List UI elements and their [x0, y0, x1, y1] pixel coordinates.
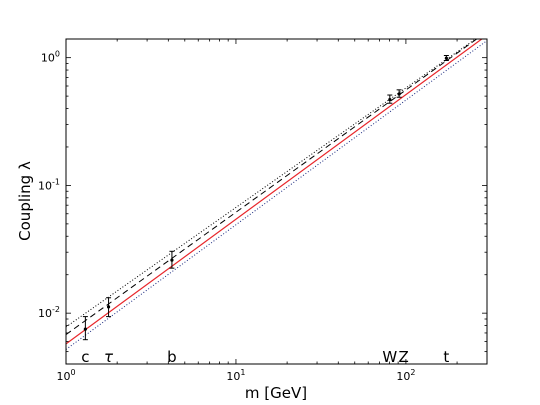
plot-frame — [65, 38, 488, 365]
x-tick-label: 100 — [56, 368, 75, 383]
particle-label-b: b — [167, 348, 177, 366]
data-point-τ — [106, 297, 112, 318]
y-tick-label: 10-2 — [38, 305, 60, 320]
point-marker — [397, 92, 401, 96]
y-tick-label: 10-1 — [38, 177, 60, 192]
data-point-W — [387, 94, 393, 104]
x-tick-label: 102 — [396, 368, 415, 383]
point-marker — [106, 305, 111, 309]
x-axis-label: m [GeV] — [245, 384, 307, 402]
particle-label-t: t — [443, 348, 449, 366]
series-line-dashed-1 — [66, 39, 478, 335]
axis-ticks: 100 101 102 10-2 10-1 100 — [38, 39, 488, 383]
data-point-c — [82, 316, 88, 341]
series-line-dotted-3 — [66, 39, 477, 328]
point-marker — [388, 97, 392, 102]
y-axis-label: Coupling λ — [16, 161, 34, 241]
particle-label-τ: τ — [104, 348, 114, 366]
x-tick-label: 101 — [226, 368, 245, 383]
series-line-solid-0 — [66, 39, 483, 345]
series-line-dotted-2 — [66, 40, 487, 350]
data-points — [82, 54, 449, 341]
particle-label-W: W — [382, 348, 397, 366]
point-marker — [83, 327, 87, 331]
data-point-b — [169, 250, 175, 269]
data-point-Z — [396, 89, 402, 98]
particle-label-c: c — [81, 348, 89, 366]
particle-label-Z: Z — [399, 348, 409, 366]
data-point-t — [443, 54, 449, 62]
series-layer — [66, 39, 487, 350]
point-marker — [170, 258, 174, 262]
point-marker — [444, 56, 448, 60]
y-tick-label: 100 — [41, 50, 60, 65]
